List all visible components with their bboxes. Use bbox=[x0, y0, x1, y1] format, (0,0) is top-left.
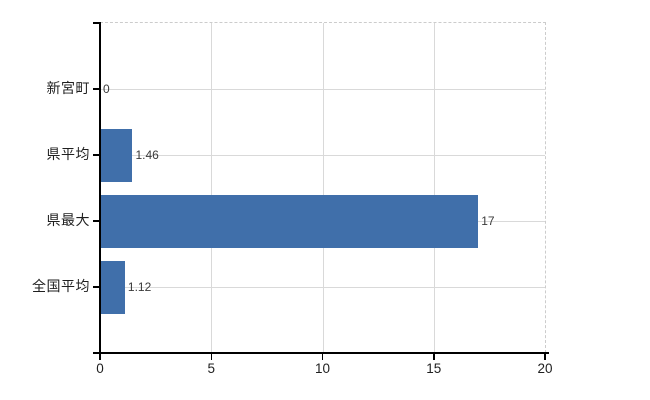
bar bbox=[100, 194, 479, 248]
y-gridline bbox=[100, 155, 545, 156]
y-axis-tick bbox=[93, 220, 100, 222]
x-gridline bbox=[211, 23, 213, 353]
x-axis-tick bbox=[544, 354, 546, 360]
category-label: 全国平均 bbox=[32, 278, 90, 294]
x-axis-line bbox=[93, 352, 549, 354]
category-label: 新宮町 bbox=[46, 80, 90, 96]
x-axis-tick-label: 5 bbox=[207, 361, 216, 376]
bar-value-label: 1.12 bbox=[127, 280, 152, 294]
y-axis-tick bbox=[93, 286, 100, 288]
bar bbox=[100, 260, 125, 314]
category-label: 県平均 bbox=[46, 146, 90, 162]
x-axis-tick bbox=[210, 354, 212, 360]
bar-value-label: 1.46 bbox=[135, 148, 159, 162]
y-axis-end-tick bbox=[93, 22, 100, 24]
y-gridline bbox=[100, 89, 545, 90]
x-gridline bbox=[433, 23, 435, 353]
y-axis-tick bbox=[93, 154, 100, 156]
x-axis-tick bbox=[433, 354, 435, 360]
bar-value-label: 0 bbox=[103, 82, 110, 96]
x-gridline bbox=[322, 23, 324, 353]
plot-area: 0 1.46 17 1.12 bbox=[100, 22, 546, 353]
y-axis-tick bbox=[93, 88, 100, 90]
x-axis-tick bbox=[99, 354, 101, 360]
x-axis-tick-label: 20 bbox=[537, 361, 553, 376]
x-axis-tick-label: 10 bbox=[314, 361, 331, 376]
category-label: 県最大 bbox=[46, 212, 90, 228]
bar bbox=[100, 128, 133, 182]
x-axis-tick-label: 0 bbox=[96, 361, 104, 376]
y-axis-line bbox=[99, 22, 101, 353]
x-axis-tick-label: 15 bbox=[426, 361, 442, 376]
bar-value-label: 17 bbox=[481, 214, 495, 228]
x-axis-tick bbox=[321, 354, 324, 360]
y-gridline bbox=[100, 287, 545, 288]
